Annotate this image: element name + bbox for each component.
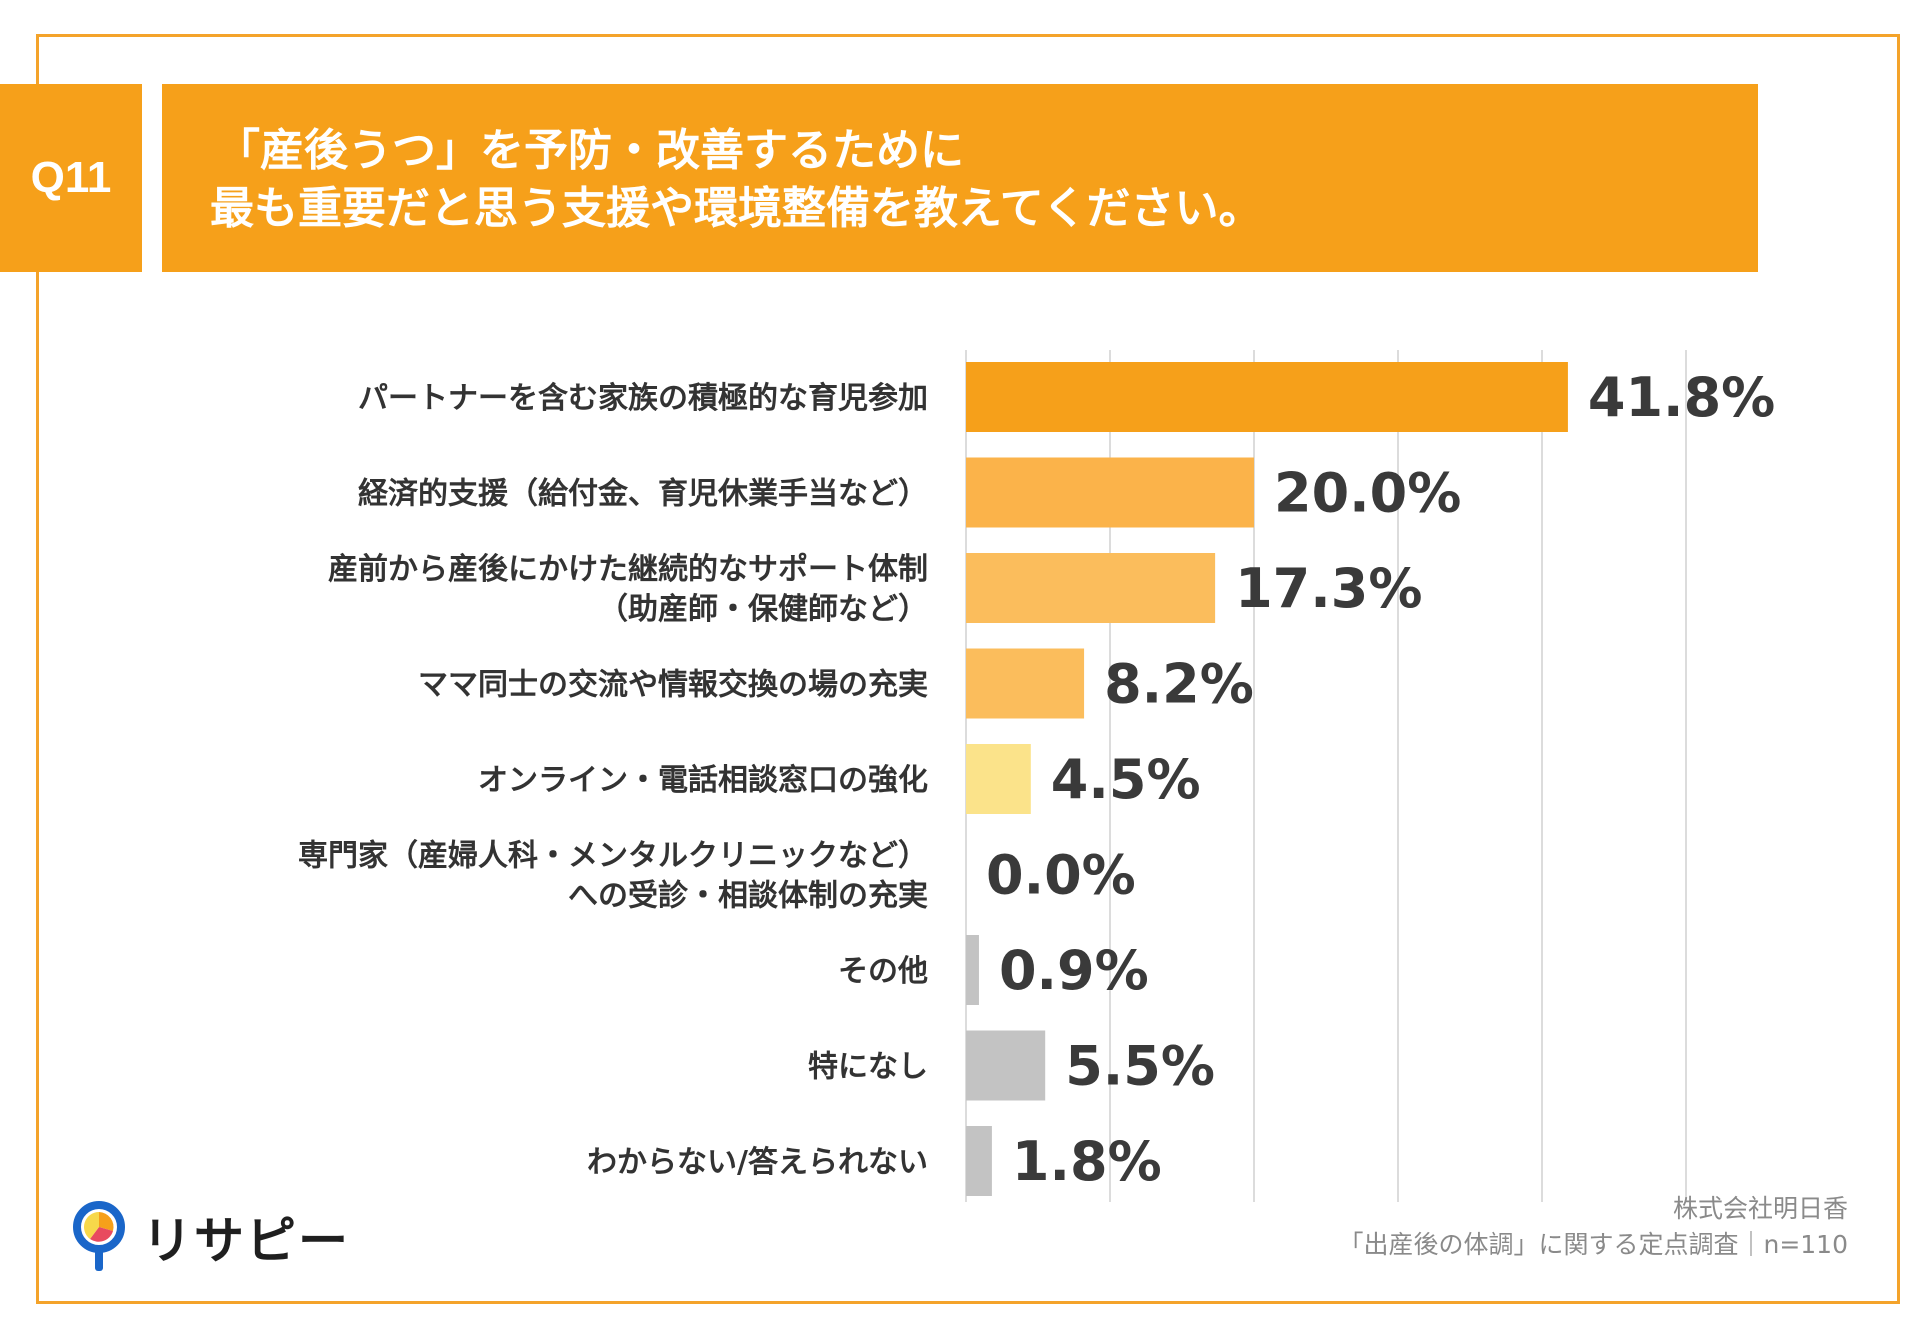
question-number-badge: Q11	[0, 84, 142, 272]
category-label: ママ同士の交流や情報交換の場の充実	[418, 668, 928, 703]
source-company: 株式会社明日香	[1672, 1194, 1848, 1223]
bar	[966, 553, 1216, 623]
brand-logo: リサピー	[70, 1200, 350, 1274]
question-number: Q11	[30, 153, 112, 202]
bar	[966, 457, 1254, 528]
bar	[966, 362, 1568, 432]
question-text-line2: 最も重要だと思う支援や環境整備を教えてください。	[210, 183, 1263, 234]
category-label: 経済的支援（給付金、育児休業手当など）	[358, 477, 928, 512]
bar	[966, 935, 979, 1005]
magnifier-pin-icon	[73, 1201, 125, 1271]
category-label: への受診・相談体制の充実	[568, 879, 928, 914]
category-label: わからない/答えられない	[587, 1145, 928, 1180]
data-label: 0.0%	[986, 844, 1136, 907]
category-label: パートナーを含む家族の積極的な育児参加	[358, 381, 928, 416]
data-label: 4.5%	[1051, 748, 1201, 811]
question-text-line1: 「産後うつ」を予防・改善するために	[216, 125, 964, 176]
source-survey: 「出産後の体調」に関する定点調査｜n=110	[1338, 1230, 1848, 1259]
bar	[966, 1126, 992, 1196]
question-banner: 「産後うつ」を予防・改善するために 最も重要だと思う支援や環境整備を教えてくださ…	[162, 84, 1758, 272]
brand-logo-text: リサピー	[142, 1212, 350, 1270]
data-label: 5.5%	[1065, 1035, 1215, 1098]
data-label: 0.9%	[999, 939, 1149, 1002]
category-label: （助産師・保健師など）	[598, 592, 928, 627]
source-note: 株式会社明日香 「出産後の体調」に関する定点調査｜n=110	[1338, 1191, 1848, 1263]
category-label: 専門家（産婦人科・メンタルクリニックなど）	[298, 839, 928, 874]
category-label: 産前から産後にかけた継続的なサポート体制	[328, 552, 928, 587]
category-label: オンライン・電話相談窓口の強化	[478, 763, 928, 798]
bar	[966, 1030, 1046, 1101]
chart-frame	[36, 34, 1900, 1304]
category-label: 特になし	[808, 1050, 928, 1085]
data-label: 20.0%	[1274, 462, 1461, 525]
category-label: その他	[838, 954, 928, 989]
data-label: 8.2%	[1104, 653, 1254, 716]
bar	[966, 744, 1031, 814]
data-label: 1.8%	[1012, 1130, 1162, 1193]
data-label: 41.8%	[1588, 366, 1775, 429]
data-label: 17.3%	[1235, 557, 1422, 620]
bar	[966, 648, 1085, 719]
